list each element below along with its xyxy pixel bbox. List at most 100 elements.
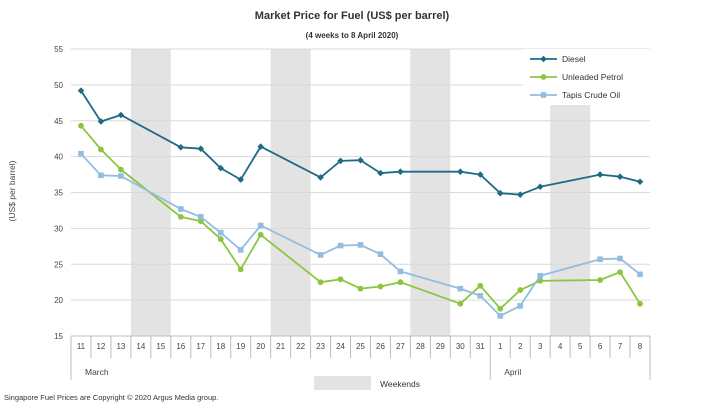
x-tick-label-16: 26: [376, 342, 385, 351]
diesel-point-11: [77, 87, 85, 94]
diesel-point-30: [457, 168, 464, 175]
y-axis: 15 20 25 30 35 40 45 50 55: [54, 45, 63, 341]
y-tick-label-35: 35: [54, 189, 63, 198]
x-axis: 11 12 13 14 15 16 17 18 19 20 21 22 23 24 25 26 27 28 29 30…: [70, 336, 651, 380]
unleaded-petrol-point-2: [517, 287, 524, 293]
unleaded-petrol-point-8: [637, 300, 643, 307]
diesel-point-13: [117, 111, 125, 119]
unleaded-petrol-point-11: [78, 122, 84, 129]
series-layer: [77, 87, 644, 319]
diesel-point-27: [397, 168, 404, 175]
x-tick-label-20: 30: [456, 342, 465, 351]
tapis-crude-oil-point-1: [497, 313, 504, 319]
legend-item-unleaded-petrol: Unleaded Petrol: [530, 72, 623, 82]
x-tick-label-25: 4: [558, 342, 563, 351]
legend-label-unleaded-petrol: Unleaded Petrol: [562, 72, 623, 82]
x-tick-label-6: 16: [176, 342, 185, 351]
series-diesel: [77, 87, 644, 198]
tapis-crude-oil-point-26: [377, 251, 384, 258]
diesel-point-1: [496, 189, 504, 197]
tapis-crude-oil-point-20: [257, 222, 264, 229]
tapis-crude-oil-point-2: [517, 303, 524, 309]
chart-subtitle: (4 weeks to 8 April 2020): [306, 31, 399, 40]
tapis-crude-oil-point-30: [457, 285, 464, 292]
y-tick-label-30: 30: [54, 224, 63, 233]
unleaded-petrol-point-20: [257, 231, 264, 238]
unleaded-petrol-point-7: [617, 269, 623, 276]
x-tick-label-5: 15: [156, 342, 165, 351]
tapis-crude-oil-point-18: [217, 229, 224, 236]
legend-item-tapis-crude-oil: Tapis Crude Oil: [530, 90, 620, 100]
x-tick-label-8: 18: [216, 342, 225, 351]
x-tick-label-9: 19: [236, 342, 245, 351]
x-tick-label-1: 11: [77, 342, 86, 351]
tapis-crude-oil-point-23: [317, 252, 324, 258]
unleaded-petrol-point-30: [457, 300, 464, 307]
legend-label-tapis-crude-oil: Tapis Crude Oil: [562, 90, 620, 100]
unleaded-petrol-point-27: [397, 279, 404, 286]
unleaded-petrol-point-19: [237, 266, 244, 273]
diesel-point-19: [237, 176, 245, 183]
tapis-crude-oil-point-3: [537, 272, 543, 279]
y-tick-label-20: 20: [54, 296, 63, 305]
x-tick-label-2: 12: [96, 342, 105, 351]
y-axis-label: (US$ per barrel): [7, 160, 17, 221]
x-tick-label-7: 17: [196, 342, 205, 351]
unleaded-petrol-point-12: [98, 146, 104, 153]
tapis-crude-oil-point-19: [237, 247, 244, 253]
diesel-point-20: [257, 143, 264, 150]
x-tick-label-10: 20: [256, 342, 265, 351]
copyright-footer: Singapore Fuel Prices are Copyright © 20…: [4, 393, 218, 402]
y-tick-label-45: 45: [54, 117, 63, 126]
diesel-point-2: [516, 191, 524, 198]
x-tick-label-21: 31: [476, 342, 485, 351]
weekend-legend: Weekends: [314, 376, 420, 390]
x-tick-label-28: 7: [618, 342, 623, 351]
unleaded-petrol-point-25: [357, 285, 364, 292]
series-unleaded-petrol: [78, 122, 643, 312]
unleaded-petrol-point-6: [597, 277, 603, 283]
diesel-point-8: [636, 178, 644, 186]
tapis-crude-oil-point-16: [178, 206, 184, 212]
legend-label-diesel: Diesel: [562, 54, 586, 64]
x-tick-label-15: 25: [356, 342, 365, 351]
weekend-legend-swatch: [314, 376, 371, 390]
month-label-april: April: [504, 367, 521, 377]
gridlines: [71, 48, 650, 337]
legend: Diesel Unleaded Petrol Tapis Crude Oil: [523, 49, 683, 105]
diesel-point-3: [536, 183, 544, 191]
y-tick-label-55: 55: [54, 45, 63, 54]
chart-title: Market Price for Fuel (US$ per barrel): [255, 10, 450, 22]
x-tick-label-26: 5: [578, 342, 583, 351]
series-tapis-crude-oil: [78, 150, 643, 319]
unleaded-petrol-point-23: [317, 279, 324, 286]
x-tick-label-22: 1: [498, 342, 503, 351]
x-tick-label-17: 27: [396, 342, 405, 351]
legend-marker-unleaded-petrol: [540, 74, 547, 80]
diesel-point-6: [596, 171, 604, 178]
y-tick-label-15: 15: [54, 332, 63, 341]
unleaded-petrol-point-31: [477, 282, 484, 289]
diesel-point-12: [97, 118, 105, 125]
tapis-crude-oil-point-17: [197, 214, 204, 220]
unleaded-petrol-point-18: [217, 236, 224, 243]
tapis-crude-oil-point-13: [118, 173, 124, 179]
diesel-point-18: [217, 164, 225, 172]
x-tick-label-4: 14: [136, 342, 145, 351]
x-tick-label-18: 28: [416, 342, 425, 351]
diesel-point-17: [197, 145, 205, 153]
x-tick-label-3: 13: [116, 342, 125, 351]
diesel-point-16: [177, 143, 185, 151]
legend-marker-diesel: [540, 55, 547, 63]
y-tick-label-40: 40: [54, 153, 63, 162]
x-tick-label-27: 6: [598, 342, 603, 351]
diesel-point-31: [476, 171, 484, 178]
tapis-crude-oil-point-8: [637, 271, 643, 278]
x-tick-label-12: 22: [296, 342, 305, 351]
diesel-point-26: [377, 169, 384, 177]
month-label-march: March: [85, 367, 109, 377]
diesel-point-25: [357, 156, 364, 164]
diesel-point-7: [616, 173, 624, 181]
tapis-crude-oil-point-12: [98, 172, 104, 179]
tapis-crude-oil-point-6: [597, 256, 603, 263]
